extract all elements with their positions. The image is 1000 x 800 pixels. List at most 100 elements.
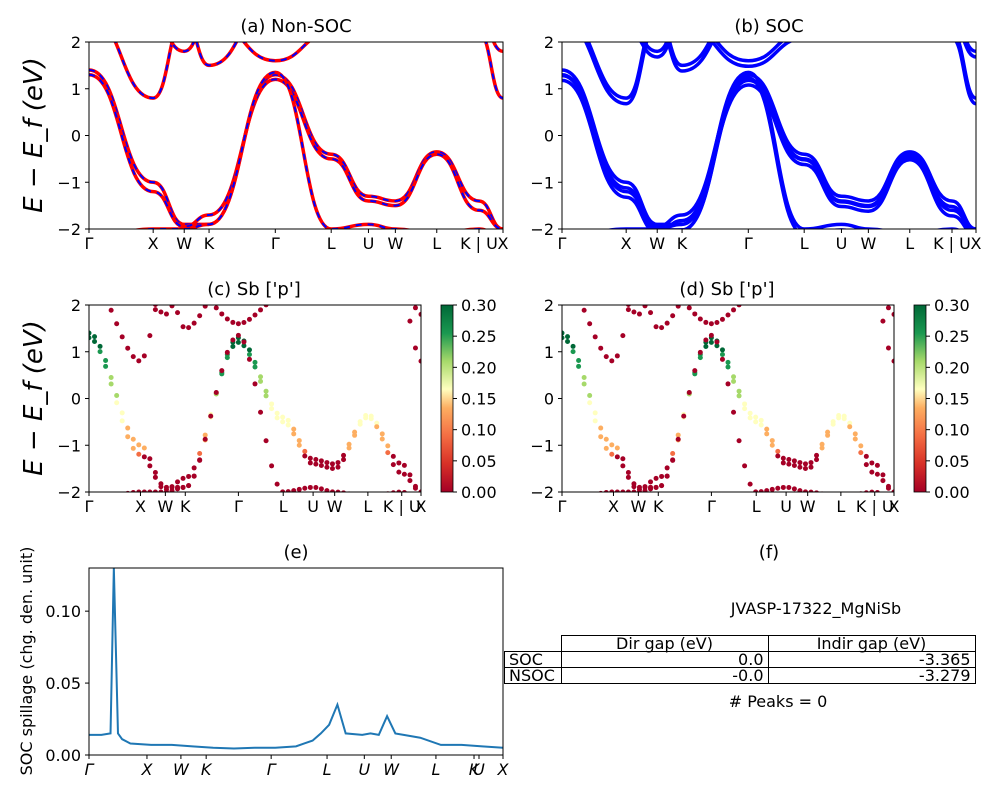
projection-point xyxy=(318,458,324,464)
projection-point xyxy=(686,305,692,311)
y-tick-label: −1 xyxy=(530,173,554,192)
projection-point xyxy=(368,416,374,422)
x-tick-label: K xyxy=(653,497,664,516)
projection-point xyxy=(869,469,875,475)
projection-point xyxy=(620,293,625,298)
gap-table: Dir gap (eV) Indir gap (eV) SOC 0.0 -3.3… xyxy=(504,635,976,684)
projection-point xyxy=(407,472,413,478)
projection-point xyxy=(402,281,407,286)
projection-point xyxy=(114,400,120,406)
projection-point xyxy=(163,489,169,492)
projection-point xyxy=(374,420,380,426)
projection-point xyxy=(648,479,654,485)
x-tick-label: W xyxy=(800,497,816,516)
projection-point xyxy=(780,455,786,461)
panel-c-points xyxy=(89,256,421,492)
projection-point xyxy=(335,460,341,466)
projection-point xyxy=(847,424,853,430)
band-line-soc xyxy=(562,72,976,229)
projection-point xyxy=(719,316,725,322)
x-tick-label: X xyxy=(889,497,900,516)
projection-point xyxy=(329,461,335,467)
x-tick-label: Γ xyxy=(85,760,95,779)
projection-point xyxy=(186,325,192,331)
projection-point xyxy=(797,280,802,285)
projection-point xyxy=(598,345,604,351)
projection-point xyxy=(819,445,825,451)
projection-point xyxy=(253,264,258,269)
x-tick-label: W xyxy=(860,234,876,253)
projection-point xyxy=(191,320,197,326)
projection-point xyxy=(324,488,330,492)
projection-point xyxy=(864,289,869,294)
colorbar-tick-label: 0.10 xyxy=(934,421,970,440)
projection-point xyxy=(808,460,814,466)
y-tick-label: 0 xyxy=(71,127,81,146)
projection-point xyxy=(236,256,241,261)
y-tick-label: −2 xyxy=(57,483,81,502)
panel-f-material: JVASP-17322_MgNiSb xyxy=(730,599,901,619)
projection-point xyxy=(175,479,181,485)
projection-point xyxy=(175,310,181,316)
projection-point xyxy=(576,363,582,369)
projection-point xyxy=(291,431,297,437)
projection-point xyxy=(192,282,197,287)
projection-point xyxy=(582,289,587,294)
projection-point xyxy=(379,436,385,442)
projection-point xyxy=(358,266,363,271)
projection-point xyxy=(565,293,570,298)
projection-point xyxy=(654,280,659,285)
projection-point xyxy=(858,283,863,288)
projection-point xyxy=(581,307,587,313)
panel-e-xticks: Γ X W K Γ L U W L KU X xyxy=(85,755,510,779)
projection-point xyxy=(609,442,615,448)
projection-point xyxy=(615,286,620,291)
projection-point xyxy=(664,465,670,471)
projection-point xyxy=(302,278,307,283)
x-tick-label: L xyxy=(800,234,809,253)
projection-point xyxy=(598,425,604,431)
projection-point xyxy=(318,486,324,492)
projection-point xyxy=(230,337,236,343)
projection-point xyxy=(853,288,858,293)
x-tick-label: Γ xyxy=(558,234,567,253)
projection-point xyxy=(598,434,604,440)
projection-point xyxy=(769,442,775,448)
projection-point xyxy=(582,495,587,500)
projection-point xyxy=(675,436,681,442)
x-tick-label: K | U xyxy=(856,497,894,516)
projection-point xyxy=(562,335,565,341)
projection-point xyxy=(708,321,714,327)
projection-point xyxy=(797,281,802,286)
projection-point xyxy=(307,460,313,466)
projection-point xyxy=(592,410,598,416)
projection-point xyxy=(396,489,402,492)
x-tick-label: Γ xyxy=(85,234,94,253)
projection-point xyxy=(391,281,396,286)
x-tick-label: L xyxy=(752,497,761,516)
projection-point xyxy=(814,490,819,492)
x-tick-label: X xyxy=(608,497,619,516)
projection-point xyxy=(648,290,653,295)
projection-point xyxy=(775,278,780,283)
projection-point xyxy=(258,307,264,313)
projection-point xyxy=(576,295,581,300)
projection-point xyxy=(625,305,631,307)
projection-point xyxy=(725,359,731,365)
projection-point xyxy=(175,290,180,295)
projection-point xyxy=(565,277,570,282)
projection-point xyxy=(92,334,98,340)
projection-point xyxy=(363,415,369,421)
projection-point xyxy=(324,464,330,470)
projection-point xyxy=(863,453,869,459)
projection-point xyxy=(825,268,830,273)
projection-point xyxy=(169,488,175,492)
projection-point xyxy=(786,292,791,297)
projection-point xyxy=(664,473,670,479)
projection-point xyxy=(246,352,252,358)
projection-point xyxy=(648,310,654,316)
colorbar-tick-label: 0.00 xyxy=(461,483,497,502)
x-tick-label: U xyxy=(358,760,370,779)
projection-point xyxy=(318,462,324,468)
